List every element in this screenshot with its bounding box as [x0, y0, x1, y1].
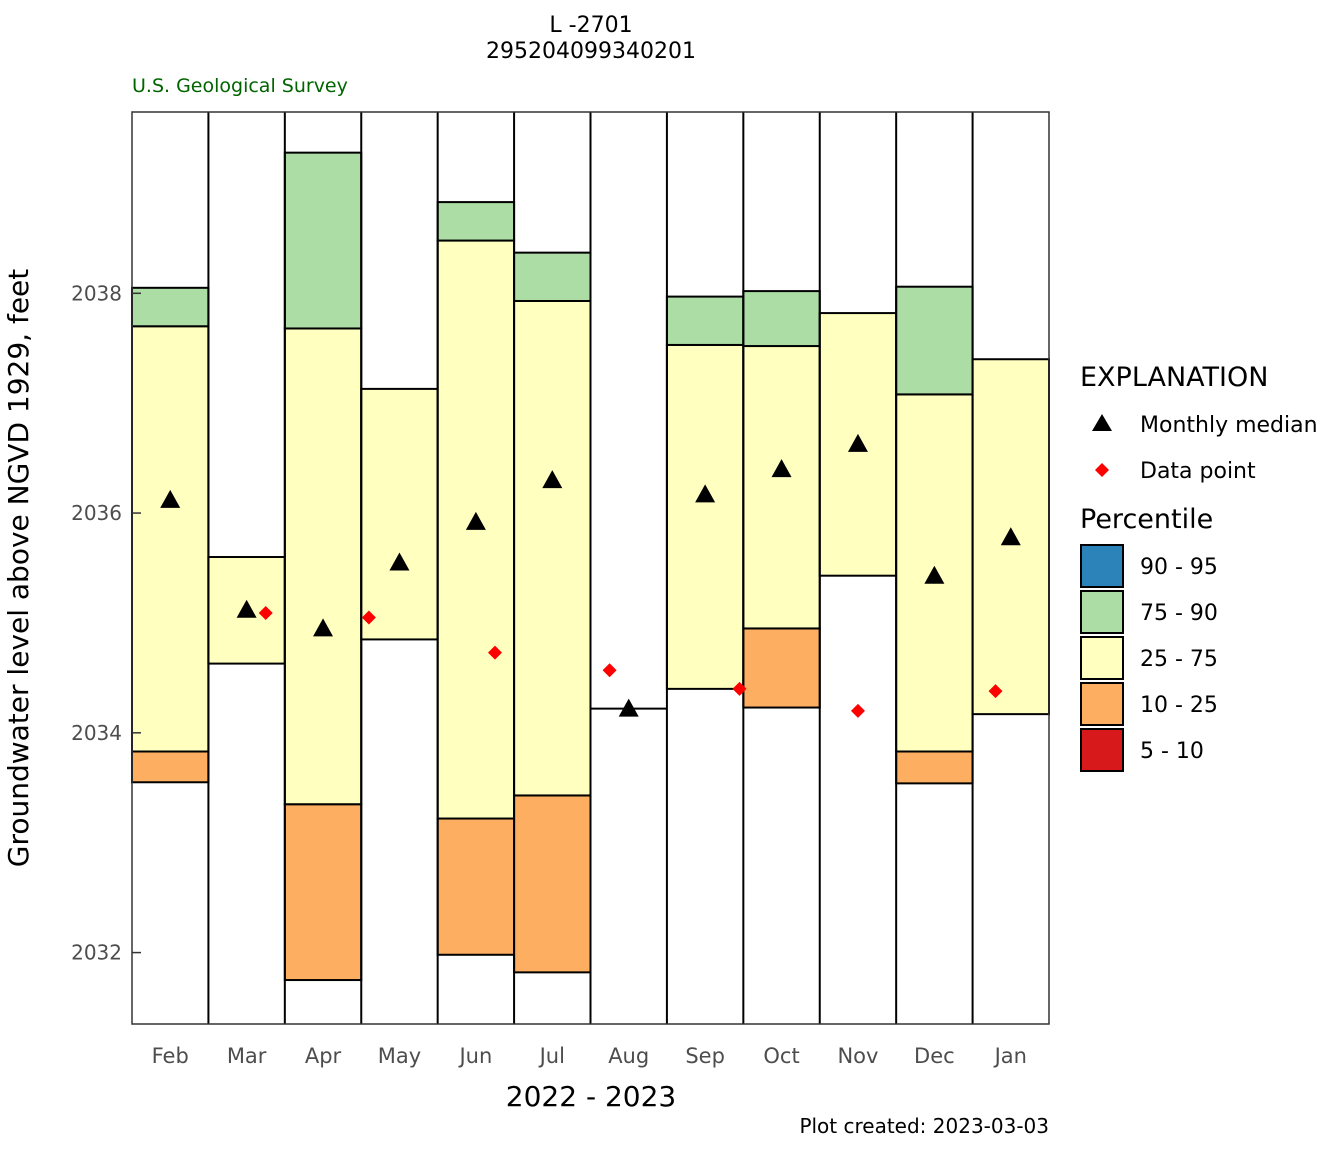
- data-point-jun: [487, 645, 502, 660]
- x-tick-label: Oct: [763, 1044, 799, 1068]
- band-10-25-jul: [513, 794, 592, 974]
- legend-swatch: [1080, 682, 1124, 726]
- median-marker-sep: [695, 484, 716, 503]
- band-10-25-apr: [283, 803, 363, 982]
- band-25-75-feb: [131, 325, 210, 753]
- x-tick-label: Sep: [685, 1044, 725, 1068]
- legend-median-label: Monthly median: [1140, 413, 1318, 438]
- band-75-90-sep: [665, 295, 745, 346]
- y-tick-label: 2034: [71, 721, 122, 745]
- x-tick-label: Dec: [914, 1044, 955, 1068]
- median-marker-jul: [542, 470, 563, 489]
- data-point-aug: [602, 663, 617, 678]
- chart-title: L -2701: [549, 13, 632, 38]
- median-marker-aug: [618, 698, 639, 717]
- chart-subtitle: 295204099340201: [486, 39, 696, 64]
- agency-label: U.S. Geological Survey: [132, 75, 348, 97]
- data-point-may: [361, 610, 376, 625]
- legend-median-marker: [1092, 414, 1112, 431]
- legend-swatch-label: 25 - 75: [1140, 647, 1218, 672]
- x-tick-label: Jan: [993, 1044, 1027, 1068]
- band-75-90-oct: [742, 290, 821, 348]
- legend-swatch: [1080, 590, 1124, 634]
- band-10-25-oct: [742, 627, 821, 709]
- plot-created-note: Plot created: 2023-03-03: [799, 1114, 1049, 1138]
- legend-data-point-marker: [1095, 463, 1109, 477]
- data-point-jan: [988, 684, 1003, 699]
- median-marker-apr: [313, 618, 334, 637]
- legend-data-point-label: Data point: [1140, 459, 1256, 484]
- band-25-75-apr: [283, 327, 363, 806]
- percentile-bars: [131, 151, 1050, 982]
- median-marker-feb: [160, 489, 181, 508]
- x-tick-label: May: [378, 1044, 421, 1068]
- legend-percentile-title: Percentile: [1080, 504, 1213, 535]
- band-75-90-feb: [131, 286, 210, 328]
- band-25-75-oct: [742, 345, 821, 630]
- band-25-75-may: [360, 387, 439, 641]
- x-tick-label: Jun: [457, 1044, 492, 1068]
- legend-swatch: [1080, 636, 1124, 680]
- legend-swatch: [1080, 544, 1124, 588]
- x-tick-label: Aug: [608, 1044, 649, 1068]
- y-axis: 2032 2034 2036 2038: [71, 281, 141, 965]
- y-tick-label: 2036: [71, 501, 122, 525]
- legend: EXPLANATION Monthly median Data point Pe…: [1080, 362, 1318, 772]
- median-marker-oct: [771, 459, 792, 478]
- y-axis-label: Groundwater level above NGVD 1929, feet: [2, 269, 35, 868]
- median-marker-may: [389, 552, 410, 571]
- band-75-90-dec: [895, 285, 974, 396]
- percentile-swatches: 90 - 95 75 - 90 25 - 75 10 - 25 5 - 10: [1080, 544, 1218, 772]
- band-75-90-jun: [436, 201, 516, 242]
- legend-title: EXPLANATION: [1080, 362, 1268, 393]
- data-point-markers: [258, 606, 1003, 718]
- y-tick-label: 2038: [71, 281, 122, 305]
- month-dividers: [207, 112, 974, 1024]
- legend-swatch-label: 10 - 25: [1140, 693, 1218, 718]
- legend-swatch-label: 75 - 90: [1140, 601, 1218, 626]
- x-tick-label: Feb: [152, 1044, 189, 1068]
- legend-swatch-label: 5 - 10: [1140, 739, 1204, 764]
- data-point-nov: [850, 703, 865, 718]
- y-tick-label: 2032: [71, 941, 122, 965]
- median-marker-dec: [924, 565, 945, 584]
- legend-swatch-label: 90 - 95: [1140, 555, 1218, 580]
- median-marker-mar: [236, 599, 257, 618]
- band-25-75-jul: [513, 299, 592, 797]
- median-marker-nov: [847, 433, 868, 452]
- data-point-sep: [732, 681, 747, 696]
- x-tick-label: Mar: [227, 1044, 267, 1068]
- median-markers: [160, 433, 1021, 717]
- x-axis: Feb Mar Apr May Jun Jul Aug Sep Oct Nov Dec Jan: [152, 1044, 1027, 1068]
- band-10-25-feb: [131, 750, 210, 784]
- x-tick-label: Apr: [305, 1044, 342, 1068]
- band-75-90-jul: [513, 251, 592, 302]
- band-25-75-sep: [665, 343, 745, 690]
- data-point-mar: [258, 606, 273, 621]
- plot-border: [131, 111, 1050, 1025]
- x-tick-label: Jul: [538, 1044, 565, 1068]
- median-marker-jun: [465, 511, 486, 530]
- x-tick-label: Nov: [837, 1044, 878, 1068]
- median-marker-jan: [1000, 527, 1021, 546]
- band-75-90-apr: [283, 151, 363, 330]
- x-axis-label: 2022 - 2023: [506, 1080, 676, 1113]
- band-10-25-dec: [895, 750, 974, 785]
- legend-swatch: [1080, 728, 1124, 772]
- band-10-25-jun: [436, 817, 516, 956]
